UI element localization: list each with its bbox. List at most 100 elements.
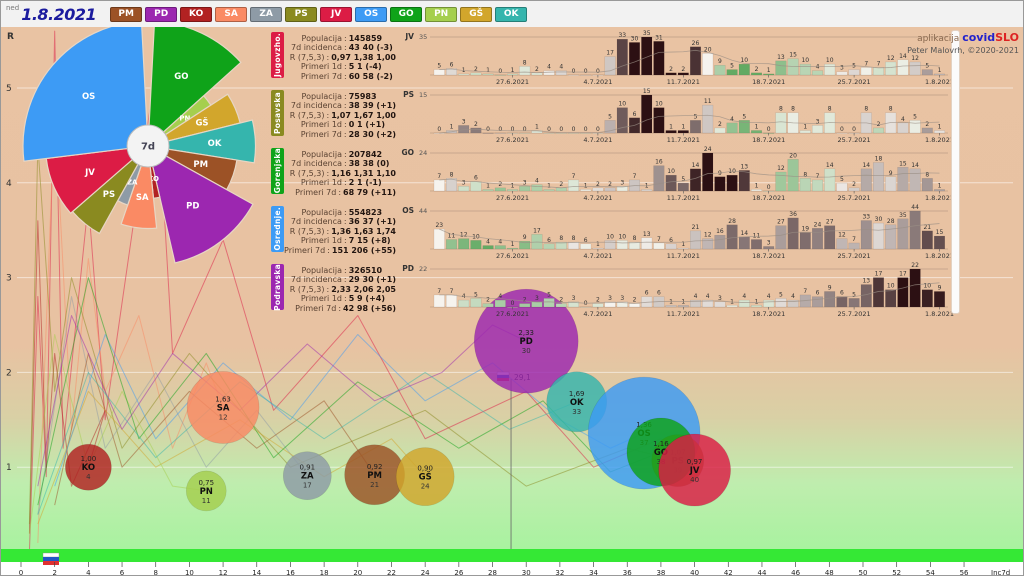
svg-text:1: 1 — [755, 298, 759, 305]
svg-text:54: 54 — [926, 569, 935, 576]
svg-text:33: 33 — [862, 214, 870, 221]
svg-text:11.7.2021: 11.7.2021 — [667, 78, 700, 86]
svg-text:2: 2 — [474, 66, 478, 73]
svg-text:15: 15 — [936, 229, 944, 236]
svg-text:0: 0 — [584, 68, 588, 75]
region-button-PD[interactable]: PD — [145, 6, 178, 22]
svg-text:38: 38 — [656, 569, 665, 576]
region-button-SA[interactable]: SA — [215, 6, 248, 22]
mini-avg-line — [439, 114, 940, 134]
panel-OS: Osrednje. Populacija:554823 7d incidenca… — [271, 203, 956, 260]
panel-ribbon[interactable]: Osrednje. — [271, 206, 284, 252]
svg-text:30: 30 — [631, 35, 639, 42]
region-button-KO[interactable]: KO — [180, 6, 213, 22]
svg-text:2: 2 — [852, 181, 856, 188]
rose-segment-GO[interactable] — [147, 27, 242, 148]
svg-text:0: 0 — [523, 126, 527, 133]
svg-text:22: 22 — [419, 265, 427, 273]
svg-text:11: 11 — [448, 233, 456, 240]
svg-text:6: 6 — [840, 290, 844, 297]
region-button-OK[interactable]: OK — [495, 6, 528, 22]
svg-text:13: 13 — [643, 231, 651, 238]
svg-text:10: 10 — [923, 283, 931, 290]
panel-ribbon[interactable]: Gorenjska — [271, 148, 284, 194]
svg-text:7: 7 — [437, 288, 441, 295]
svg-text:26: 26 — [454, 569, 463, 576]
region-button-GO[interactable]: GO — [390, 6, 423, 22]
region-bubbles: 1,00KO41,63SA120,75PN110,91ZA170,92PM210… — [65, 288, 731, 512]
svg-text:22: 22 — [911, 262, 919, 269]
svg-text:14: 14 — [862, 162, 870, 169]
svg-text:6: 6 — [816, 290, 820, 297]
svg-text:2: 2 — [608, 181, 612, 188]
x-axis-label: Inc7d — [991, 569, 1010, 576]
region-button-ZA[interactable]: ZA — [250, 6, 283, 22]
svg-text:0,75: 0,75 — [198, 479, 214, 487]
svg-text:7: 7 — [572, 173, 576, 180]
svg-text:0: 0 — [486, 126, 490, 133]
svg-text:2: 2 — [52, 569, 56, 576]
svg-text:21: 21 — [370, 481, 379, 489]
svg-text:4: 4 — [730, 116, 734, 123]
rose-label-KO: KO — [148, 175, 159, 183]
svg-text:2: 2 — [681, 66, 685, 73]
panel-ribbon[interactable]: Posavska — [271, 90, 284, 136]
svg-text:17: 17 — [303, 482, 312, 490]
svg-text:42: 42 — [724, 569, 733, 576]
svg-text:0,91: 0,91 — [299, 464, 315, 472]
svg-text:2: 2 — [596, 181, 600, 188]
svg-text:8: 8 — [572, 235, 576, 242]
mini-chart-PD: 22 7 7 4 5 2 4 0 2 3 5 2 3 0 2 3 3 2 6 6 1 1 4 4 3 1 4 1 4 5 4 7 6 9 6 5 13 1… — [416, 261, 956, 319]
svg-text:24: 24 — [814, 221, 822, 228]
svg-text:9: 9 — [889, 170, 893, 177]
region-button-PM[interactable]: PM — [110, 6, 143, 22]
svg-text:0: 0 — [511, 300, 515, 307]
mini-avg-line — [439, 223, 940, 244]
svg-text:5: 5 — [730, 63, 734, 70]
trail-OK — [37, 371, 577, 515]
region-button-PN[interactable]: PN — [425, 6, 458, 22]
svg-text:1: 1 — [681, 241, 685, 248]
svg-text:18: 18 — [875, 156, 883, 163]
svg-text:8: 8 — [791, 106, 795, 113]
panel-stats: Populacija:145859 7d incidenca:43 40 (-3… — [289, 34, 396, 81]
rose-segment-OS[interactable] — [22, 27, 149, 162]
panel-ribbon[interactable]: Podravska — [271, 263, 284, 311]
svg-text:14: 14 — [252, 569, 261, 576]
svg-text:11.7.2021: 11.7.2021 — [667, 136, 700, 144]
svg-text:4: 4 — [486, 239, 490, 246]
svg-text:10: 10 — [801, 57, 809, 64]
svg-text:13: 13 — [777, 54, 785, 61]
svg-text:8: 8 — [889, 106, 893, 113]
svg-text:6: 6 — [633, 111, 637, 118]
svg-text:6: 6 — [474, 175, 478, 182]
rose-segment-OK[interactable] — [147, 119, 257, 164]
scrollbar[interactable] — [951, 30, 960, 314]
svg-text:1.8.2021: 1.8.2021 — [925, 136, 954, 144]
svg-text:2: 2 — [669, 66, 673, 73]
svg-text:36: 36 — [623, 569, 632, 576]
panel-ribbon[interactable]: Jugovzho. — [271, 32, 284, 78]
svg-text:10: 10 — [606, 233, 614, 240]
svg-text:4: 4 — [791, 293, 795, 300]
region-button-GS[interactable]: GŠ — [460, 6, 493, 22]
region-button-PS[interactable]: PS — [285, 6, 318, 22]
svg-text:11.7.2021: 11.7.2021 — [667, 252, 700, 260]
svg-text:ZA: ZA — [301, 472, 314, 482]
svg-text:1,16: 1,16 — [653, 440, 669, 448]
region-button-JV[interactable]: JV — [320, 6, 353, 22]
region-button-OS[interactable]: OS — [355, 6, 388, 22]
rose-segment-PD[interactable] — [147, 144, 254, 264]
svg-text:GO: GO — [654, 448, 668, 458]
svg-text:6: 6 — [547, 237, 551, 244]
date-label[interactable]: 1.8.2021 — [21, 4, 97, 24]
